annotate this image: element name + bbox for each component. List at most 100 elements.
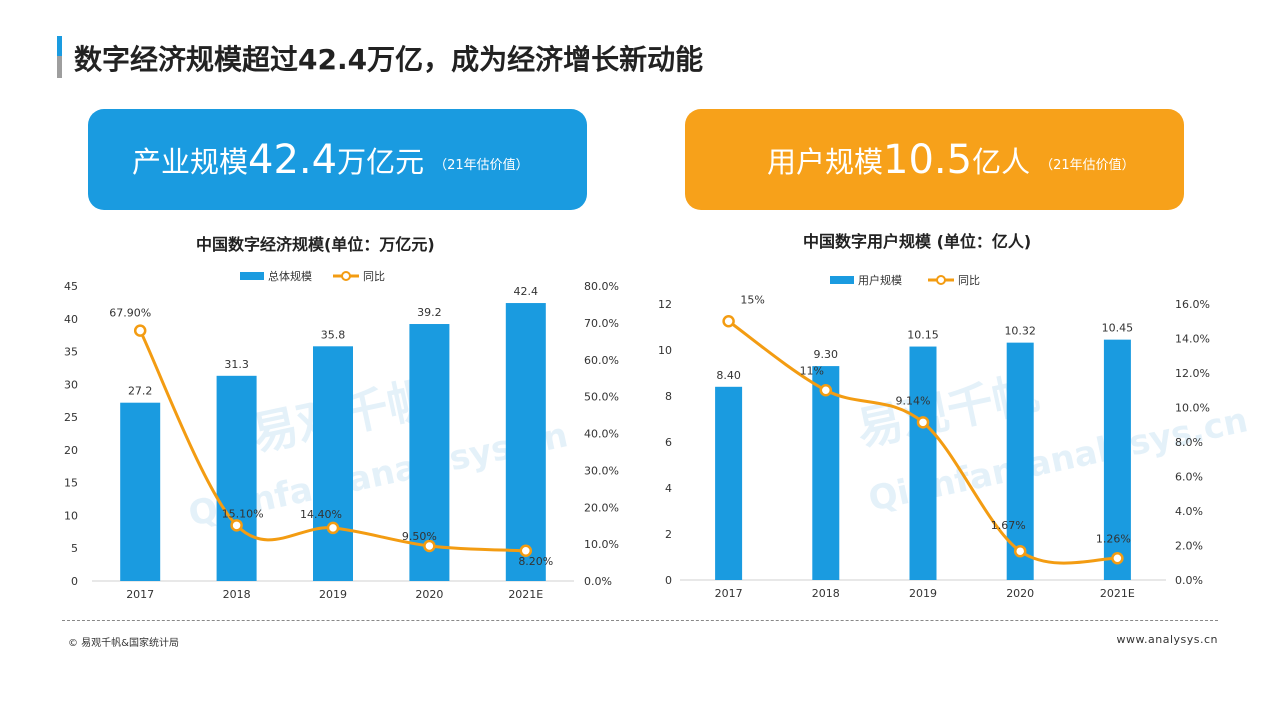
legend-line-marker	[341, 271, 351, 281]
chart-title-users: 中国数字用户规模 (单位：亿人)	[803, 232, 1032, 251]
y-left-tick-label: 35	[64, 346, 78, 359]
yoy-point	[1013, 544, 1027, 558]
y-left-tick-label: 10	[64, 509, 78, 522]
legend-bar-swatch	[830, 276, 854, 284]
y-right-tick-label: 4.0%	[1175, 505, 1203, 518]
user-scale-banner: 用户规模 10.5 亿人 （21年估价值）	[685, 109, 1184, 210]
yoy-line	[138, 329, 526, 553]
y-right-tick-label: 0.0%	[1175, 574, 1203, 587]
y-left-tick-label: 0	[71, 575, 78, 588]
y-right-tick-label: 14.0%	[1175, 333, 1210, 346]
yoy-point	[519, 544, 533, 558]
bar	[313, 346, 353, 581]
x-tick-label: 2018	[812, 587, 840, 600]
bar-value-label: 10.45	[1102, 322, 1134, 335]
bar-value-label: 39.2	[417, 306, 442, 319]
legend-bar-label: 总体规模	[268, 269, 312, 283]
footer-divider	[62, 620, 1218, 621]
y-right-tick-label: 6.0%	[1175, 471, 1203, 484]
industry-scale-note: （21年估价值）	[434, 158, 529, 173]
bar	[409, 324, 450, 581]
yoy-value-label: 67.90%	[109, 307, 151, 320]
y-right-tick-label: 30.0%	[584, 464, 619, 477]
bar-value-label: 10.15	[907, 329, 939, 342]
x-tick-label: 2018	[223, 588, 251, 601]
bar	[1103, 339, 1131, 580]
y-right-tick-label: 10.0%	[1175, 402, 1210, 415]
x-tick-label: 2019	[909, 587, 937, 600]
bar-value-label: 42.4	[514, 285, 539, 298]
bar	[216, 375, 257, 581]
yoy-point	[326, 521, 340, 535]
y-left-tick-label: 10	[658, 344, 672, 357]
yoy-point	[1111, 552, 1124, 565]
y-left-tick-label: 20	[64, 444, 78, 457]
y-left-tick-label: 0	[665, 574, 672, 587]
industry-scale-unit: 万亿元	[337, 144, 425, 179]
y-left-tick-label: 5	[71, 542, 78, 555]
title-accent-bar-gray	[57, 56, 62, 78]
y-right-tick-label: 10.0%	[584, 538, 619, 551]
y-right-tick-label: 60.0%	[584, 354, 619, 367]
legend-bar-swatch	[240, 272, 264, 280]
y-left-tick-label: 25	[64, 411, 78, 424]
y-right-tick-label: 16.0%	[1175, 298, 1210, 311]
y-left-tick-label: 15	[64, 477, 78, 490]
yoy-value-label: 9.14%	[896, 394, 931, 407]
yoy-point	[230, 519, 243, 532]
user-scale-value: 10.5	[883, 136, 973, 183]
industry-scale-value: 42.4	[248, 136, 338, 183]
y-right-tick-label: 0.0%	[584, 575, 612, 588]
legend-bar-label: 用户规模	[858, 273, 902, 287]
website-url: www.analysys.cn	[1116, 633, 1218, 646]
y-right-tick-label: 20.0%	[584, 501, 619, 514]
x-tick-label: 2021E	[1100, 587, 1135, 600]
industry-scale-label: 产业规模	[132, 144, 249, 179]
y-right-tick-label: 40.0%	[584, 428, 619, 441]
bar-value-label: 10.32	[1004, 325, 1036, 338]
user-scale-label: 用户规模	[767, 144, 884, 179]
bar-value-label: 8.40	[716, 369, 741, 382]
source-note: © 易观千帆&国家统计局	[68, 638, 179, 649]
y-right-tick-label: 8.0%	[1175, 436, 1203, 449]
x-tick-label: 2019	[319, 588, 347, 601]
yoy-point	[722, 315, 735, 328]
y-right-tick-label: 50.0%	[584, 391, 619, 404]
bar	[909, 346, 937, 580]
x-tick-label: 2017	[126, 588, 154, 601]
yoy-value-label: 11%	[800, 364, 824, 377]
bar	[505, 303, 546, 581]
bar	[1006, 342, 1034, 580]
page-title: 数字经济规模超过42.4万亿，成为经济增长新动能	[74, 43, 704, 76]
industry-scale-banner: 产业规模 42.4 万亿元 （21年估价值）	[88, 109, 587, 210]
bar-value-label: 9.30	[814, 348, 839, 361]
yoy-point	[423, 539, 436, 553]
x-tick-label: 2020	[1006, 587, 1034, 600]
legend-line-marker	[936, 275, 946, 285]
y-left-tick-label: 2	[665, 528, 672, 541]
chart-title-economy: 中国数字经济规模(单位：万亿元)	[196, 235, 435, 254]
y-left-tick-label: 8	[665, 390, 672, 403]
yoy-value-label: 8.20%	[518, 555, 553, 568]
y-left-tick-label: 6	[665, 436, 672, 449]
y-right-tick-label: 80.0%	[584, 280, 619, 293]
yoy-value-label: 1.26%	[1096, 532, 1131, 545]
yoy-value-label: 14.40%	[300, 508, 342, 521]
user-scale-note: （21年估价值）	[1040, 158, 1135, 173]
legend-line-label: 同比	[958, 274, 980, 287]
y-left-tick-label: 12	[658, 298, 672, 311]
bar	[812, 366, 840, 580]
x-tick-label: 2020	[415, 588, 443, 601]
yoy-value-label: 15.10%	[222, 507, 264, 520]
yoy-point	[916, 416, 930, 429]
legend-line-label: 同比	[363, 270, 385, 283]
y-left-tick-label: 30	[64, 378, 78, 391]
y-right-tick-label: 2.0%	[1175, 540, 1203, 553]
y-right-tick-label: 70.0%	[584, 317, 619, 330]
yoy-point	[819, 384, 833, 397]
y-left-tick-label: 4	[665, 482, 672, 495]
x-tick-label: 2021E	[508, 588, 543, 601]
x-tick-label: 2017	[715, 587, 743, 600]
